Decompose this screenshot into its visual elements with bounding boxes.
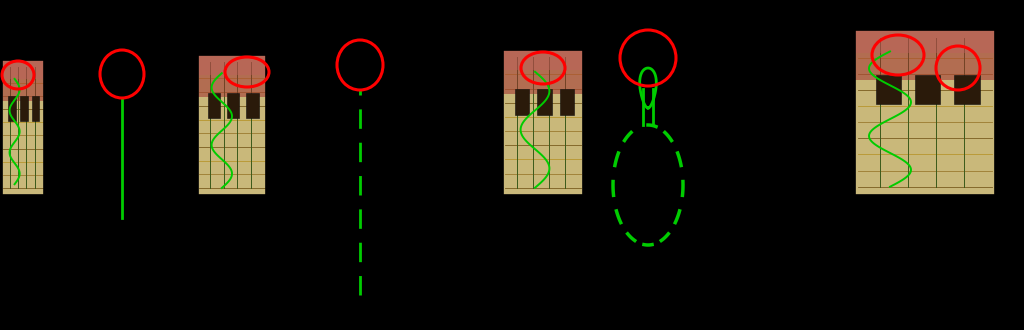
- Bar: [855, 30, 995, 53]
- Bar: [503, 50, 583, 195]
- Bar: [208, 93, 220, 118]
- Bar: [198, 55, 266, 75]
- Bar: [855, 30, 995, 195]
- Bar: [855, 30, 995, 195]
- Bar: [8, 96, 15, 121]
- Bar: [503, 50, 583, 93]
- Bar: [954, 75, 980, 104]
- Bar: [2, 60, 44, 195]
- Bar: [876, 75, 901, 104]
- Bar: [503, 50, 583, 195]
- Bar: [247, 93, 258, 118]
- Bar: [2, 60, 44, 79]
- Bar: [2, 60, 44, 101]
- Bar: [538, 89, 552, 115]
- Bar: [855, 30, 995, 80]
- Bar: [198, 55, 266, 195]
- Bar: [198, 55, 266, 97]
- Bar: [515, 89, 529, 115]
- Bar: [503, 50, 583, 70]
- Bar: [560, 89, 574, 115]
- Bar: [198, 55, 266, 195]
- Bar: [2, 60, 44, 195]
- Bar: [20, 96, 28, 121]
- Bar: [32, 96, 39, 121]
- Bar: [227, 93, 240, 118]
- Bar: [915, 75, 940, 104]
